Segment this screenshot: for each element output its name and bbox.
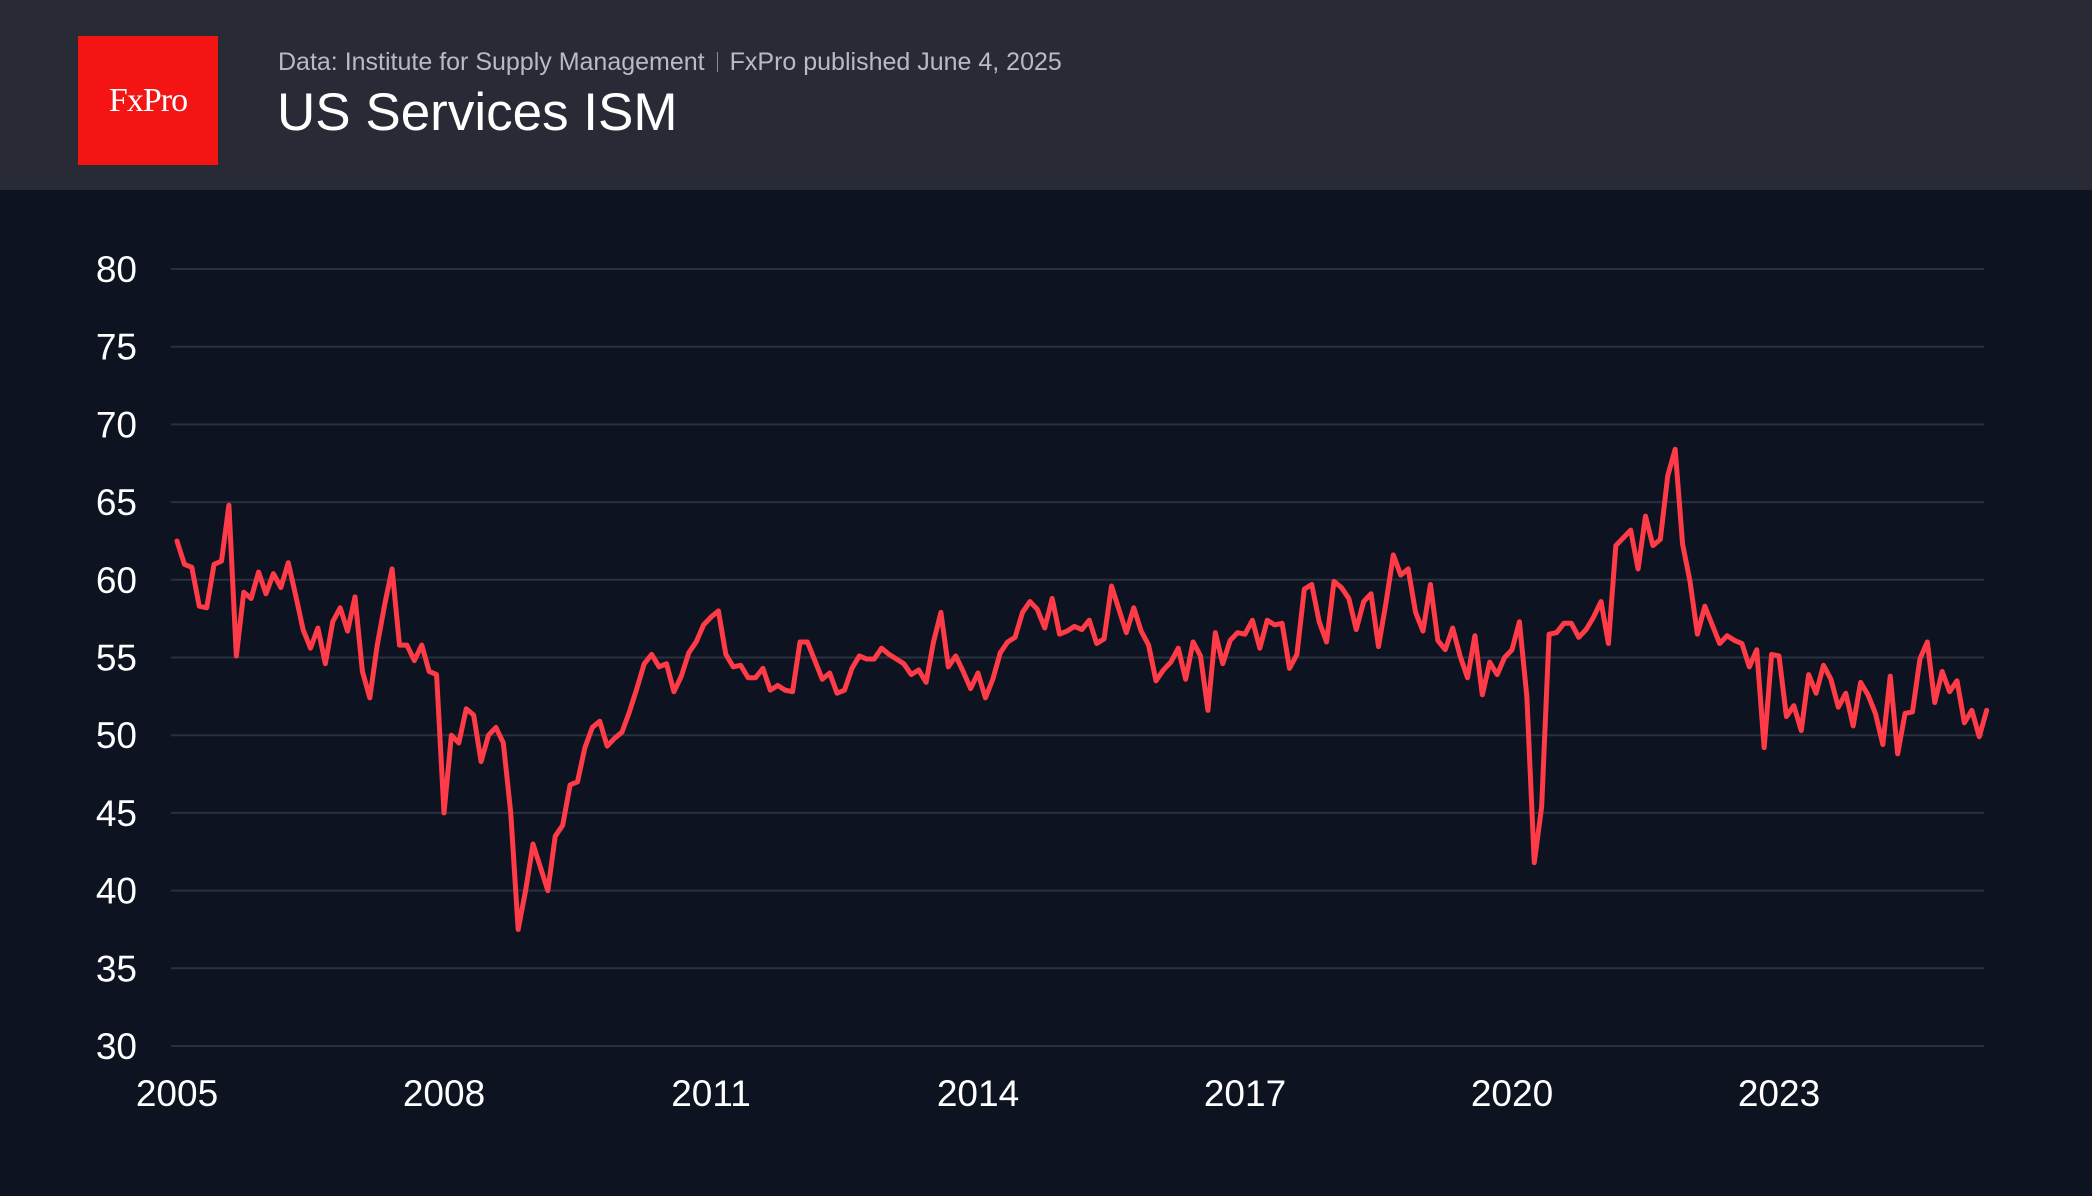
fxpro-logo: FxPro — [78, 36, 218, 165]
page-title: US Services ISM — [277, 83, 678, 142]
y-tick-label: 70 — [96, 404, 137, 445]
x-tick-label: 2011 — [671, 1073, 751, 1114]
y-tick-label: 35 — [96, 948, 137, 989]
header: FxPro Data: Institute for Supply Managem… — [0, 0, 2092, 190]
series-line — [174, 446, 1990, 932]
x-tick-label: 2014 — [937, 1073, 1019, 1114]
published-text: FxPro published June 4, 2025 — [729, 48, 1062, 76]
x-tick-label: 2023 — [1738, 1073, 1820, 1114]
y-tick-label: 45 — [96, 793, 137, 834]
x-tick-label: 2020 — [1471, 1073, 1553, 1114]
y-tick-label: 40 — [96, 871, 137, 912]
y-tick-label: 30 — [96, 1026, 137, 1067]
divider — [716, 52, 718, 72]
x-tick-label: 2008 — [403, 1073, 485, 1114]
y-tick-label: 80 — [96, 249, 137, 290]
source-text: Data: Institute for Supply Management — [278, 48, 705, 76]
y-tick-label: 65 — [96, 482, 137, 523]
x-tick-label: 2005 — [136, 1073, 218, 1114]
line-chart: 80 75 70 65 60 55 50 45 40 35 30 2005 2008 2011 2014 20… — [96, 249, 1990, 1114]
y-tick-label: 75 — [96, 327, 137, 368]
x-tick-label: 2017 — [1204, 1073, 1286, 1114]
y-tick-label: 60 — [96, 560, 137, 601]
subtitle: Data: Institute for Supply Management FxP… — [278, 48, 1062, 77]
y-tick-label: 50 — [96, 715, 137, 756]
logo-text: FxPro — [108, 81, 188, 119]
y-tick-label: 55 — [96, 638, 137, 679]
